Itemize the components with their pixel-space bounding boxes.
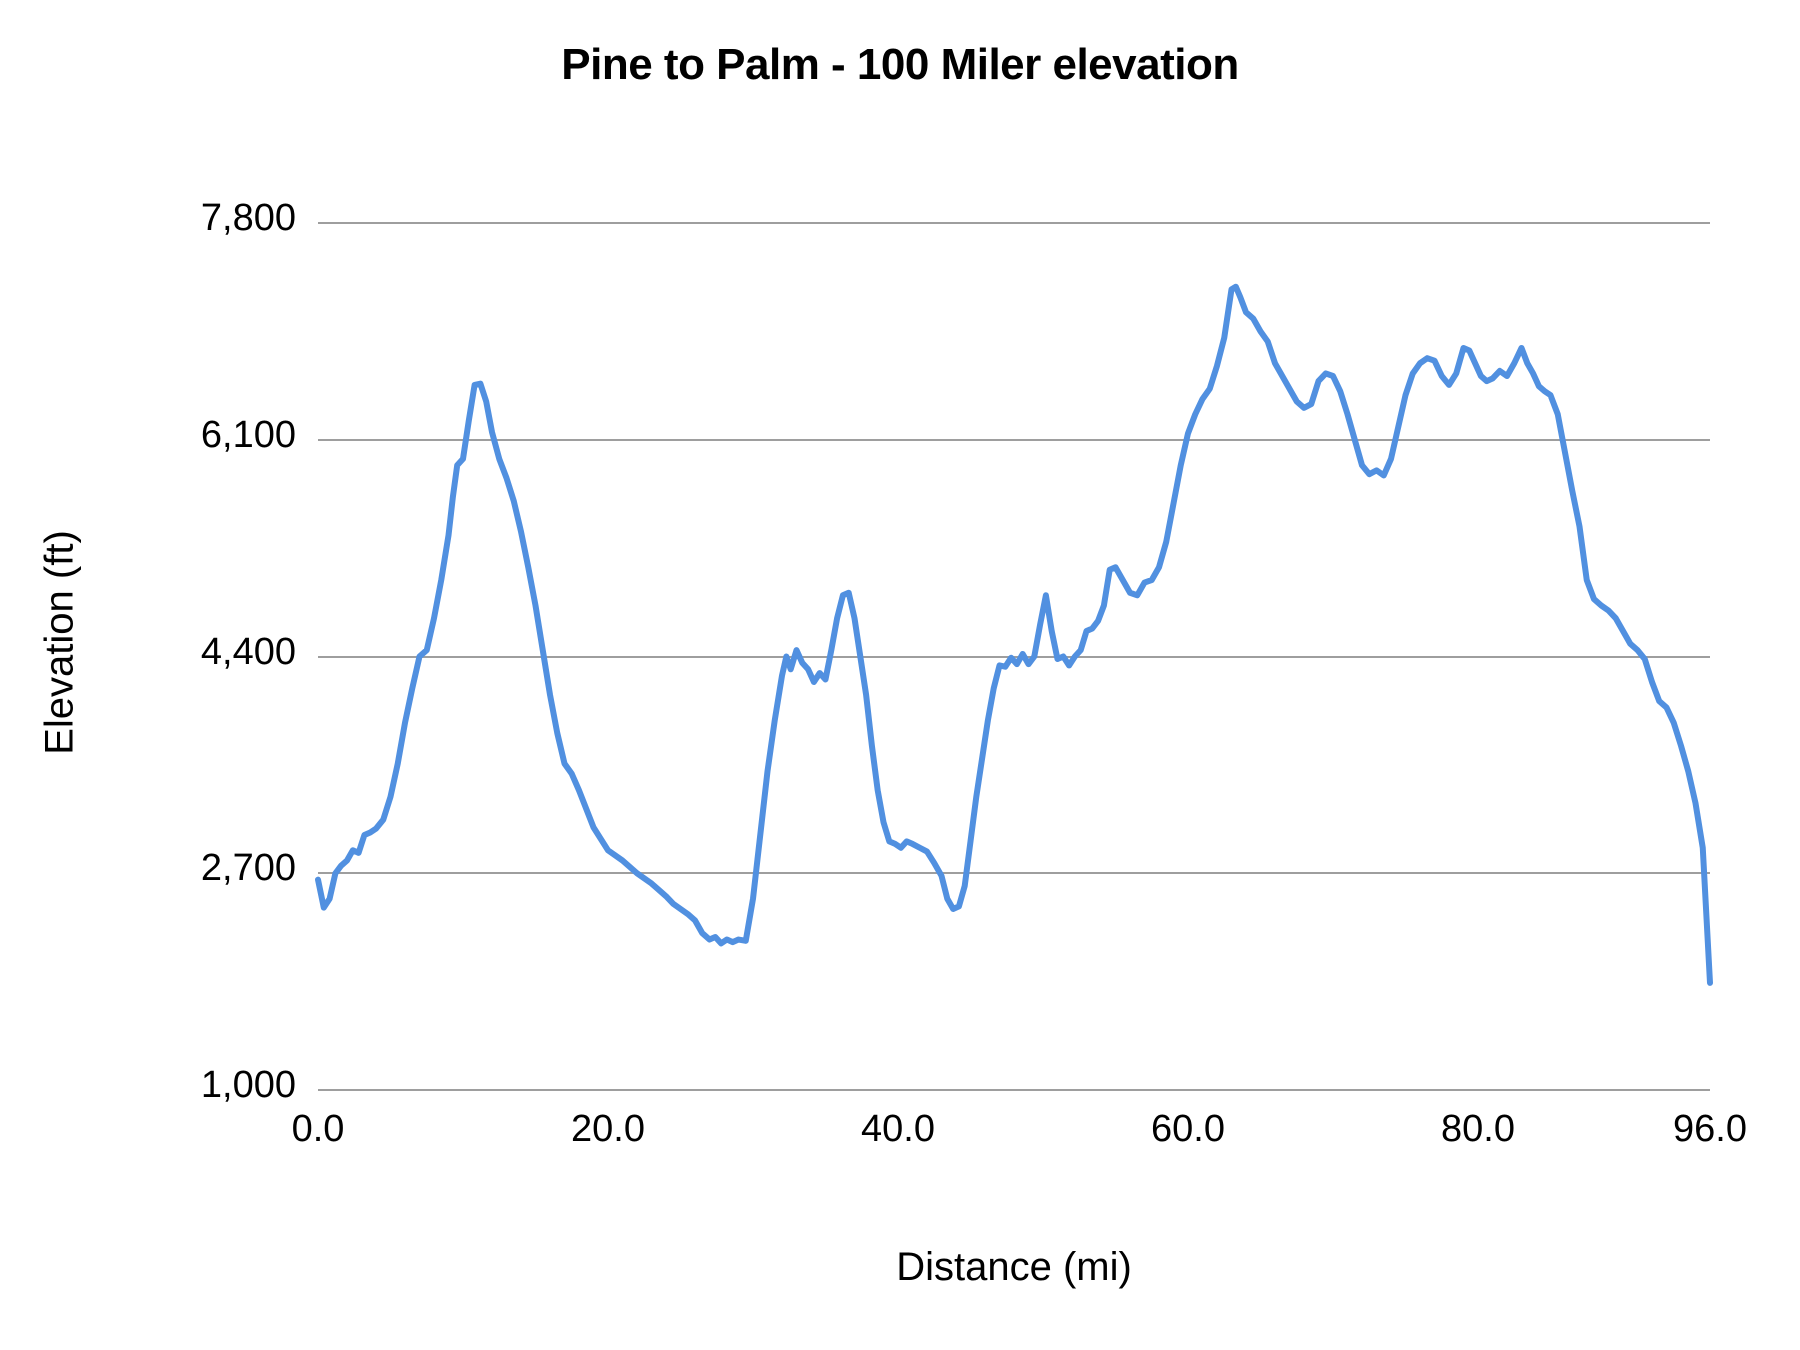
gridline-1000 (318, 1089, 1710, 1091)
plot-area (315, 222, 1713, 1091)
y-axis-tick-labels: 1,000 2,700 4,400 6,100 7,800 (78, 197, 296, 1106)
gridline-6100 (318, 438, 1710, 441)
y-tick-label: 2,700 (200, 847, 296, 890)
gridline-7800 (318, 222, 1710, 224)
y-tick-label: 7,800 (200, 197, 296, 239)
x-tick-label: 80.0 (1441, 1108, 1515, 1150)
x-tick-label: 0.0 (291, 1108, 345, 1150)
gridline-4400 (318, 655, 1710, 658)
x-tick-label: 60.0 (1151, 1108, 1225, 1150)
x-axis-tick-labels: 0.0 20.0 40.0 60.0 80.0 96.0 (292, 1108, 1747, 1168)
x-tick-label: 96.0 (1673, 1108, 1747, 1150)
y-tick-label: 1,000 (200, 1064, 296, 1106)
chart-title: Pine to Palm - 100 Miler elevation (561, 40, 1239, 89)
y-tick-label: 6,100 (200, 413, 296, 456)
x-tick-label: 40.0 (861, 1108, 935, 1150)
x-axis-title: Distance (mi) (896, 1245, 1132, 1289)
gridline-2700 (318, 872, 1710, 875)
y-axis-title: Elevation (ft) (37, 530, 82, 755)
y-tick-label: 4,400 (200, 630, 296, 673)
x-tick-label: 20.0 (571, 1108, 645, 1150)
elevation-series-line (315, 283, 1713, 986)
